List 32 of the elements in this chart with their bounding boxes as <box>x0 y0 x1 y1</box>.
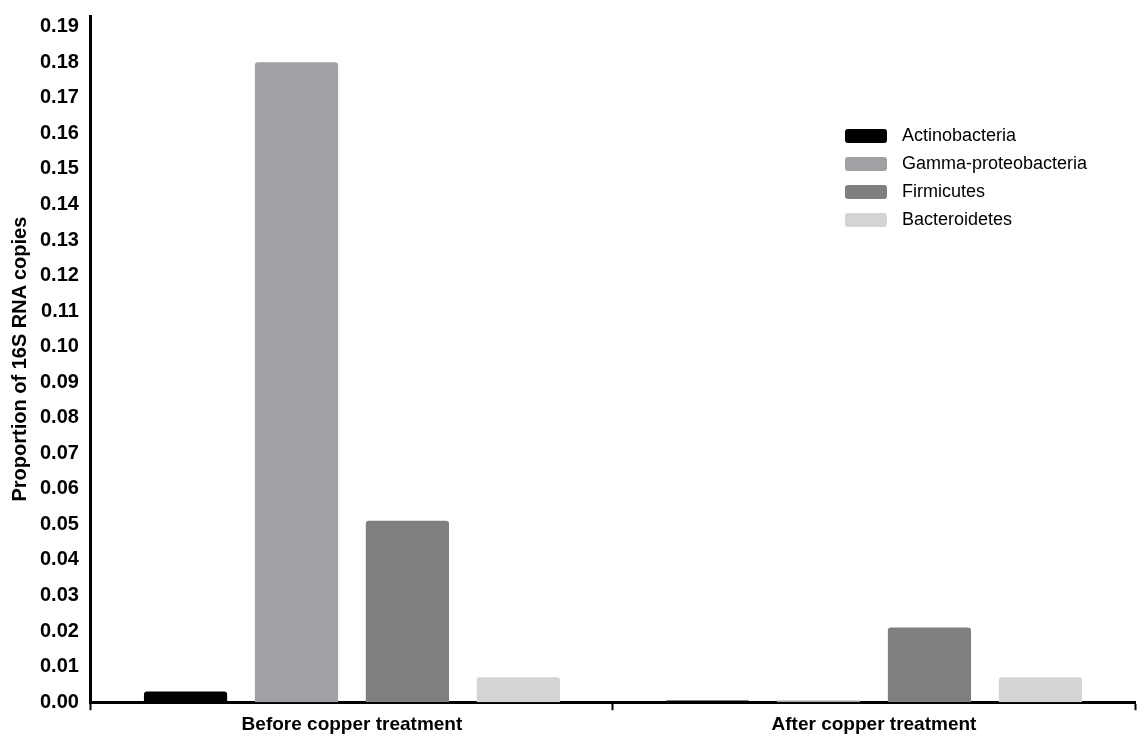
y-tick-label: 0.17 <box>39 85 79 108</box>
y-tick-label: 0.13 <box>39 227 79 250</box>
y-tick-label: 0.10 <box>39 334 79 357</box>
y-tick-label: 0.06 <box>39 476 79 499</box>
y-tick-label: 0.00 <box>39 689 79 712</box>
bar <box>887 627 972 703</box>
y-tick-label: 0.14 <box>39 191 80 214</box>
bar <box>476 677 560 703</box>
y-tick-label: 0.07 <box>39 440 79 463</box>
bar <box>254 62 339 703</box>
y-tick-label: 0.03 <box>39 583 79 606</box>
bar <box>365 520 450 703</box>
y-tick-label: 0.05 <box>39 511 79 534</box>
legend-label: Gamma-proteobacteria <box>902 152 1089 173</box>
y-tick-label: 0.04 <box>39 547 80 570</box>
y-tick-label: 0.19 <box>39 14 79 37</box>
y-tick-label: 0.12 <box>39 263 79 286</box>
y-tick-label: 0.15 <box>39 156 79 179</box>
y-tick-label: 0.01 <box>39 654 79 677</box>
legend-label: Firmicutes <box>902 180 986 201</box>
y-tick-label: 0.11 <box>41 298 79 321</box>
legend-label: Bacteroidetes <box>902 208 1013 229</box>
x-tick-label: Before copper treatment <box>241 712 463 734</box>
y-tick-label: 0.02 <box>39 618 79 641</box>
y-tick-label: 0.18 <box>39 49 79 72</box>
legend-label: Actinobacteria <box>902 124 1018 145</box>
x-tick-label: After copper treatment <box>771 712 978 734</box>
y-tick-label: 0.09 <box>39 369 79 392</box>
bar <box>998 677 1082 703</box>
y-tick-label: 0.08 <box>39 405 79 428</box>
y-tick-label: 0.16 <box>39 120 79 143</box>
y-axis-title: Proportion of 16S RNA copies <box>7 216 30 502</box>
